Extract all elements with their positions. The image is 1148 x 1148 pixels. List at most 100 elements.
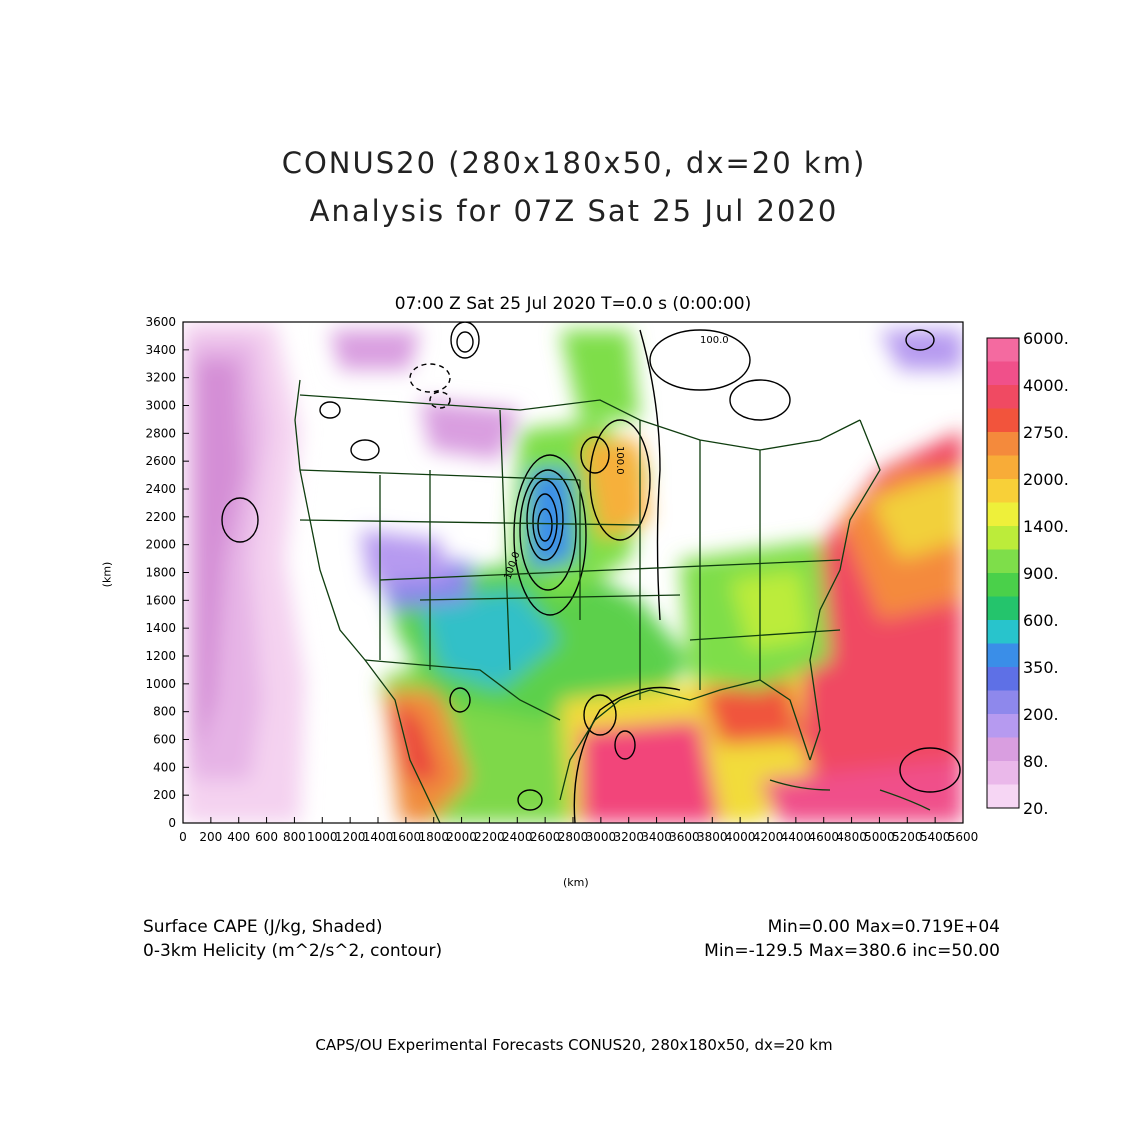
y-tick-label: 1600 <box>145 593 176 607</box>
y-tick-label: 2600 <box>145 454 176 468</box>
y-tick-label: 1800 <box>145 566 176 580</box>
y-tick-label: 600 <box>153 733 176 747</box>
helicity-caption: 0-3km Helicity (m^2/s^2, contour) <box>143 941 443 961</box>
x-tick-label: 5200 <box>892 830 923 844</box>
x-tick-label: 3400 <box>641 830 672 844</box>
colorbar-swatch <box>987 479 1019 503</box>
y-axis-ticks: 0 200 400 600 800 1000 1200 1400 1600 1800 2000 220… <box>145 315 189 830</box>
negative-helicity-contours <box>409 363 451 409</box>
colorbar-swatch <box>987 596 1019 620</box>
colorbar-swatch <box>987 714 1019 738</box>
cape-minmax: Min=0.00 Max=0.719E+04 <box>767 917 1000 937</box>
colorbar-swatch <box>987 338 1019 362</box>
x-tick-label: 4800 <box>836 830 867 844</box>
x-tick-label: 2600 <box>530 830 561 844</box>
cape-shading <box>183 322 963 823</box>
y-tick-label: 2000 <box>145 538 176 552</box>
y-tick-label: 2200 <box>145 510 176 524</box>
contour-label: 100.0 <box>700 335 729 346</box>
x-tick-label: 4600 <box>808 830 839 844</box>
x-tick-label: 2200 <box>474 830 505 844</box>
colorbar-label: 2750. <box>1023 423 1069 442</box>
cape-caption: Surface CAPE (J/kg, Shaded) <box>143 917 383 937</box>
y-tick-label: 3200 <box>145 371 176 385</box>
contour-label: 100.0 <box>614 446 625 475</box>
colorbar-swatch <box>987 408 1019 432</box>
y-tick-label: 2800 <box>145 426 176 440</box>
colorbar-frame <box>986 337 1020 809</box>
colorbar-swatch <box>987 385 1019 409</box>
x-tick-label: 4000 <box>725 830 756 844</box>
x-tick-label: 2000 <box>446 830 477 844</box>
colorbar-swatch <box>987 549 1019 573</box>
x-tick-label: 1200 <box>335 830 366 844</box>
x-tick-label: 0 <box>179 830 187 844</box>
x-tick-label: 3000 <box>586 830 617 844</box>
colorbar-label: 2000. <box>1023 470 1069 489</box>
y-tick-label: 1000 <box>145 677 176 691</box>
colorbar-swatch <box>987 502 1019 526</box>
y-tick-label: 1400 <box>145 621 176 635</box>
y-tick-label: 2400 <box>145 482 176 496</box>
colorbar-swatch <box>987 761 1019 785</box>
y-tick-label: 1200 <box>145 649 176 663</box>
y-tick-label: 800 <box>153 705 176 719</box>
colorbar-swatch <box>987 526 1019 550</box>
credit-line: CAPS/OU Experimental Forecasts CONUS20, … <box>315 1036 833 1054</box>
colorbar-swatch <box>987 667 1019 691</box>
x-tick-label: 600 <box>255 830 278 844</box>
x-tick-label: 1000 <box>307 830 338 844</box>
y-tick-label: 3400 <box>145 343 176 357</box>
colorbar-label: 350. <box>1023 658 1059 677</box>
colorbar-swatch <box>987 690 1019 714</box>
cape-colorbar: 20. 80. 200. 350. 600. 900. 1400. 2000. 2750. 400… <box>986 329 1069 818</box>
colorbar-label: 20. <box>1023 799 1048 818</box>
plot-area <box>183 322 963 823</box>
x-tick-label: 1600 <box>391 830 422 844</box>
colorbar-swatch <box>987 455 1019 479</box>
x-tick-label: 2400 <box>502 830 533 844</box>
y-tick-label: 400 <box>153 760 176 774</box>
x-tick-label: 2800 <box>558 830 589 844</box>
x-axis-label: (km) <box>563 876 589 889</box>
colorbar-swatch <box>987 784 1019 808</box>
figure-title-line2: Analysis for 07Z Sat 25 Jul 2020 <box>309 194 839 228</box>
x-tick-label: 3800 <box>697 830 728 844</box>
colorbar-swatch <box>987 573 1019 597</box>
x-tick-label: 5600 <box>948 830 979 844</box>
x-axis-ticks: 0 200 400 600 800 100012001400160018002000220… <box>179 817 978 844</box>
y-tick-label: 3600 <box>145 315 176 329</box>
colorbar-label: 80. <box>1023 752 1048 771</box>
colorbar-label: 1400. <box>1023 517 1069 536</box>
colorbar-swatch <box>987 361 1019 385</box>
map-boundaries <box>294 379 931 823</box>
y-tick-label: 0 <box>168 816 176 830</box>
plot-subtitle: 07:00 Z Sat 25 Jul 2020 T=0.0 s (0:00:00… <box>394 294 752 314</box>
colorbar-label: 200. <box>1023 705 1059 724</box>
colorbar-label: 600. <box>1023 611 1059 630</box>
y-tick-label: 3000 <box>145 399 176 413</box>
x-tick-label: 400 <box>227 830 250 844</box>
x-tick-label: 1800 <box>418 830 449 844</box>
colorbar-swatch <box>987 432 1019 456</box>
x-tick-label: 3600 <box>669 830 700 844</box>
x-tick-label: 4400 <box>781 830 812 844</box>
x-tick-label: 200 <box>199 830 222 844</box>
helicity-contours <box>221 322 961 823</box>
colorbar-label: 6000. <box>1023 329 1069 348</box>
x-tick-label: 5000 <box>864 830 895 844</box>
colorbar-swatch <box>987 737 1019 761</box>
colorbar-label: 4000. <box>1023 376 1069 395</box>
x-tick-label: 5400 <box>920 830 951 844</box>
helicity-minmax: Min=-129.5 Max=380.6 inc=50.00 <box>704 941 1000 961</box>
colorbar-label: 900. <box>1023 564 1059 583</box>
x-tick-label: 3200 <box>613 830 644 844</box>
x-tick-label: 4200 <box>753 830 784 844</box>
x-tick-label: 800 <box>283 830 306 844</box>
colorbar-swatch <box>987 620 1019 644</box>
figure-title-line1: CONUS20 (280x180x50, dx=20 km) <box>281 146 867 180</box>
x-tick-label: 1400 <box>363 830 394 844</box>
colorbar-swatch <box>987 643 1019 667</box>
y-tick-label: 200 <box>153 788 176 802</box>
